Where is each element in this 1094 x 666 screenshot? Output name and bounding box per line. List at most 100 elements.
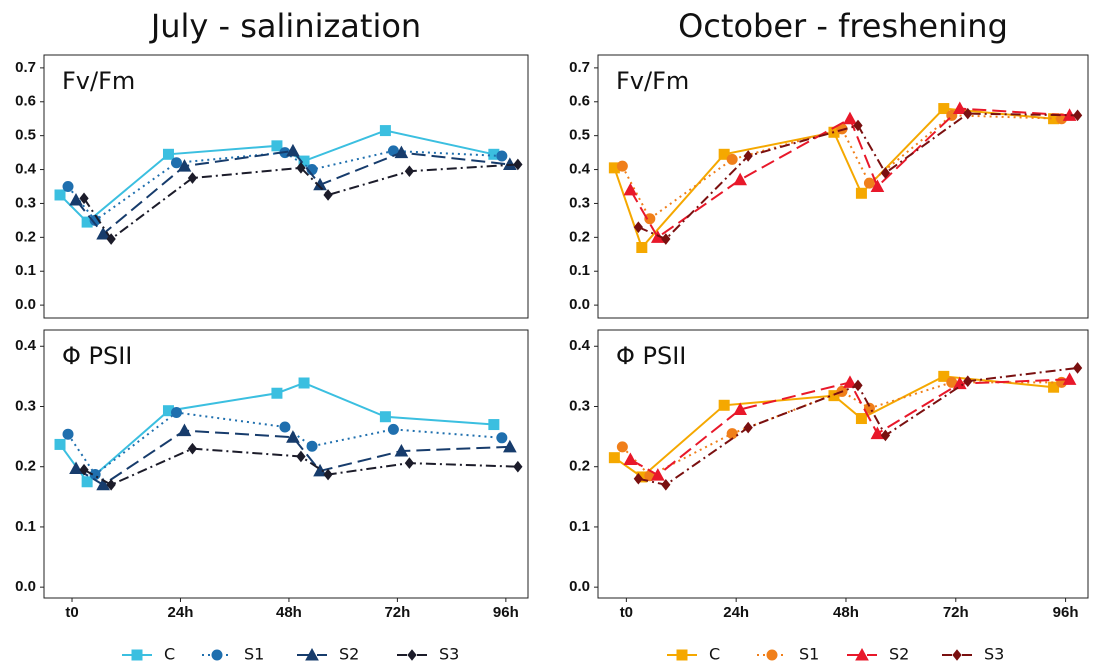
y-tick-label: 0.3 xyxy=(15,194,36,211)
legend-marker xyxy=(131,649,143,661)
marker xyxy=(843,111,857,125)
marker xyxy=(743,150,753,162)
panel-label: Fv/Fm xyxy=(616,67,689,95)
y-tick-label: 0.0 xyxy=(15,296,36,313)
marker xyxy=(513,460,523,473)
marker xyxy=(323,189,333,201)
marker xyxy=(503,439,517,453)
y-tick-label: 0.1 xyxy=(569,518,590,535)
marker xyxy=(938,370,950,382)
marker xyxy=(394,444,409,457)
y-tick-label: 0.2 xyxy=(569,458,590,475)
y-tick-label: 0.4 xyxy=(15,337,37,354)
marker xyxy=(633,472,644,485)
marker xyxy=(379,125,391,137)
panel-frame xyxy=(43,54,529,319)
marker xyxy=(323,468,333,481)
marker xyxy=(1048,381,1060,393)
marker xyxy=(880,167,891,179)
marker xyxy=(170,407,182,419)
marker xyxy=(938,103,950,115)
marker xyxy=(636,242,648,254)
y-tick-label: 0.7 xyxy=(569,59,590,76)
series-line xyxy=(629,107,1070,239)
y-tick-label: 0.5 xyxy=(569,127,590,144)
series-line xyxy=(629,378,1070,477)
marker xyxy=(863,177,875,189)
marker xyxy=(286,143,300,157)
x-tick-label: 24h xyxy=(723,604,749,621)
series-line xyxy=(75,149,510,236)
legend-marker xyxy=(855,647,869,661)
y-tick-label: 0.3 xyxy=(569,397,590,414)
marker xyxy=(661,233,671,245)
marker xyxy=(488,419,500,431)
x-tick-label: 48h xyxy=(276,604,302,621)
marker xyxy=(1062,372,1077,385)
y-tick-label: 0.0 xyxy=(569,296,590,313)
marker xyxy=(726,428,738,440)
marker xyxy=(650,468,665,481)
marker xyxy=(81,476,93,488)
legend-label: S2 xyxy=(889,645,909,664)
marker xyxy=(79,192,89,205)
marker xyxy=(106,233,116,245)
legend-label: C xyxy=(709,645,720,664)
panel-label: Fv/Fm xyxy=(62,67,135,95)
legend-marker xyxy=(407,649,417,661)
marker xyxy=(855,187,867,199)
marker xyxy=(187,442,198,455)
column-title: October - freshening xyxy=(678,7,1008,45)
marker xyxy=(306,440,318,452)
y-tick-label: 0.1 xyxy=(15,518,36,535)
legend-marker xyxy=(952,649,962,661)
panel-frame xyxy=(597,329,1089,599)
marker xyxy=(271,140,283,152)
marker xyxy=(623,452,638,465)
marker xyxy=(963,107,973,120)
legend-marker xyxy=(766,649,778,661)
panel-frame xyxy=(597,54,1089,319)
marker xyxy=(187,172,198,184)
marker xyxy=(177,159,192,172)
x-tick-label: 48h xyxy=(833,604,859,621)
marker xyxy=(1072,109,1083,122)
marker xyxy=(623,182,638,196)
panel-frame xyxy=(43,329,529,599)
legend-marker xyxy=(676,649,688,661)
marker xyxy=(496,150,508,162)
marker xyxy=(404,457,415,469)
y-tick-label: 0.2 xyxy=(15,228,36,245)
marker xyxy=(296,450,306,463)
marker xyxy=(616,160,628,172)
y-tick-label: 0.3 xyxy=(15,397,36,414)
y-tick-label: 0.4 xyxy=(15,161,37,178)
legend-label: S3 xyxy=(984,645,1004,664)
marker xyxy=(286,430,300,443)
marker xyxy=(387,423,399,435)
marker xyxy=(952,101,967,115)
marker xyxy=(404,165,415,178)
legend-label: S3 xyxy=(439,645,459,664)
y-tick-label: 0.6 xyxy=(569,93,590,110)
marker xyxy=(69,193,83,206)
marker xyxy=(513,158,523,171)
marker xyxy=(880,429,891,442)
legend-marker xyxy=(211,649,223,661)
marker xyxy=(79,463,89,476)
y-tick-label: 0.0 xyxy=(15,578,36,595)
marker xyxy=(733,172,748,186)
marker xyxy=(271,387,283,399)
legend-marker xyxy=(305,647,319,661)
x-tick-label: t0 xyxy=(620,604,633,621)
marker xyxy=(279,421,291,433)
legend-label: S1 xyxy=(244,645,264,664)
x-tick-label: t0 xyxy=(65,604,78,621)
y-tick-label: 0.1 xyxy=(569,262,590,279)
x-tick-label: 96h xyxy=(1053,604,1079,621)
y-tick-label: 0.4 xyxy=(569,337,591,354)
marker xyxy=(718,399,730,411)
x-tick-label: 24h xyxy=(168,604,194,621)
marker xyxy=(106,478,116,491)
